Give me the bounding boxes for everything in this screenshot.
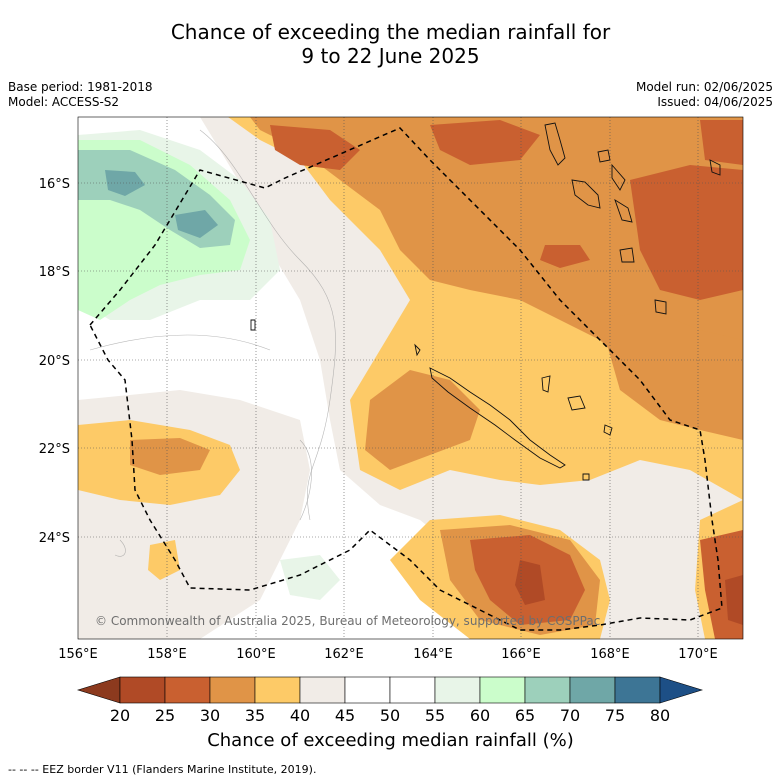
colorbar-tick-label: 55	[425, 706, 445, 725]
title-line-1: Chance of exceeding the median rainfall …	[170, 20, 611, 44]
colorbar-tick-label: 65	[515, 706, 535, 725]
colorbar-tick-label: 30	[200, 706, 220, 725]
map-area: © Commonwealth of Australia 2025, Bureau…	[78, 117, 743, 639]
model-name: Model: ACCESS-S2	[8, 95, 120, 109]
lat-label-20s: 20°S	[39, 354, 70, 369]
lon-label-160e: 160°E	[236, 647, 276, 662]
colorbar-tick-label: 80	[650, 706, 670, 725]
colorbar: 20 25 30 35 40 45 50 55 60 65 70 75 80	[76, 676, 704, 725]
lon-label-162e: 162°E	[324, 647, 364, 662]
issued-date: Issued: 04/06/2025	[657, 95, 773, 109]
lat-label-24s: 24°S	[39, 531, 70, 546]
colorbar-tick-label: 50	[380, 706, 400, 725]
copyright-text: © Commonwealth of Australia 2025, Bureau…	[95, 614, 600, 628]
lon-label-168e: 168°E	[590, 647, 630, 662]
model-run: Model run: 02/06/2025	[635, 80, 773, 94]
colorbar-segment	[479, 676, 526, 704]
map-frame	[77, 116, 744, 640]
colorbar-extend-high	[659, 676, 704, 704]
colorbar-tick-label: 25	[155, 706, 175, 725]
colorbar-segment	[254, 676, 301, 704]
lon-label-170e: 170°E	[678, 647, 718, 662]
colorbar-segment	[614, 676, 661, 704]
colorbar-segment	[344, 676, 391, 704]
colorbar-segment	[524, 676, 571, 704]
colorbar-segment	[569, 676, 616, 704]
colorbar-segment	[119, 676, 166, 704]
colorbar-segment	[434, 676, 481, 704]
colorbar-segment	[164, 676, 211, 704]
title-line-2: 9 to 22 June 2025	[301, 44, 480, 68]
colorbar-segment	[299, 676, 346, 704]
lon-label-166e: 166°E	[501, 647, 541, 662]
colorbar-tick-label: 75	[605, 706, 625, 725]
map-title: Chance of exceeding the median rainfall …	[0, 20, 781, 68]
colorbar-tick-label: 40	[290, 706, 310, 725]
colorbar-extend-low	[76, 676, 121, 704]
lat-label-16s: 16°S	[39, 177, 70, 192]
lon-label-164e: 164°E	[413, 647, 453, 662]
lon-label-158e: 158°E	[147, 647, 187, 662]
colorbar-tick-label: 70	[560, 706, 580, 725]
lat-label-18s: 18°S	[39, 265, 70, 280]
meta-left: Base period: 1981-2018 Model: ACCESS-S2	[8, 80, 153, 110]
eez-legend-note: -- -- -- EEZ border V11 (Flanders Marine…	[8, 763, 317, 776]
meta-right: Model run: 02/06/2025 Issued: 04/06/2025	[636, 80, 773, 110]
coastlines	[250, 122, 721, 481]
colorbar-tick-label: 45	[335, 706, 355, 725]
colorbar-tick-label: 20	[110, 706, 130, 725]
lon-label-156e: 156°E	[58, 647, 98, 662]
lat-label-22s: 22°S	[39, 442, 70, 457]
colorbar-segment	[209, 676, 256, 704]
colorbar-tick-label: 35	[245, 706, 265, 725]
colorbar-segment	[389, 676, 436, 704]
base-period: Base period: 1981-2018	[8, 80, 153, 94]
colorbar-label: Chance of exceeding median rainfall (%)	[207, 730, 574, 751]
colorbar-tick-label: 60	[470, 706, 490, 725]
